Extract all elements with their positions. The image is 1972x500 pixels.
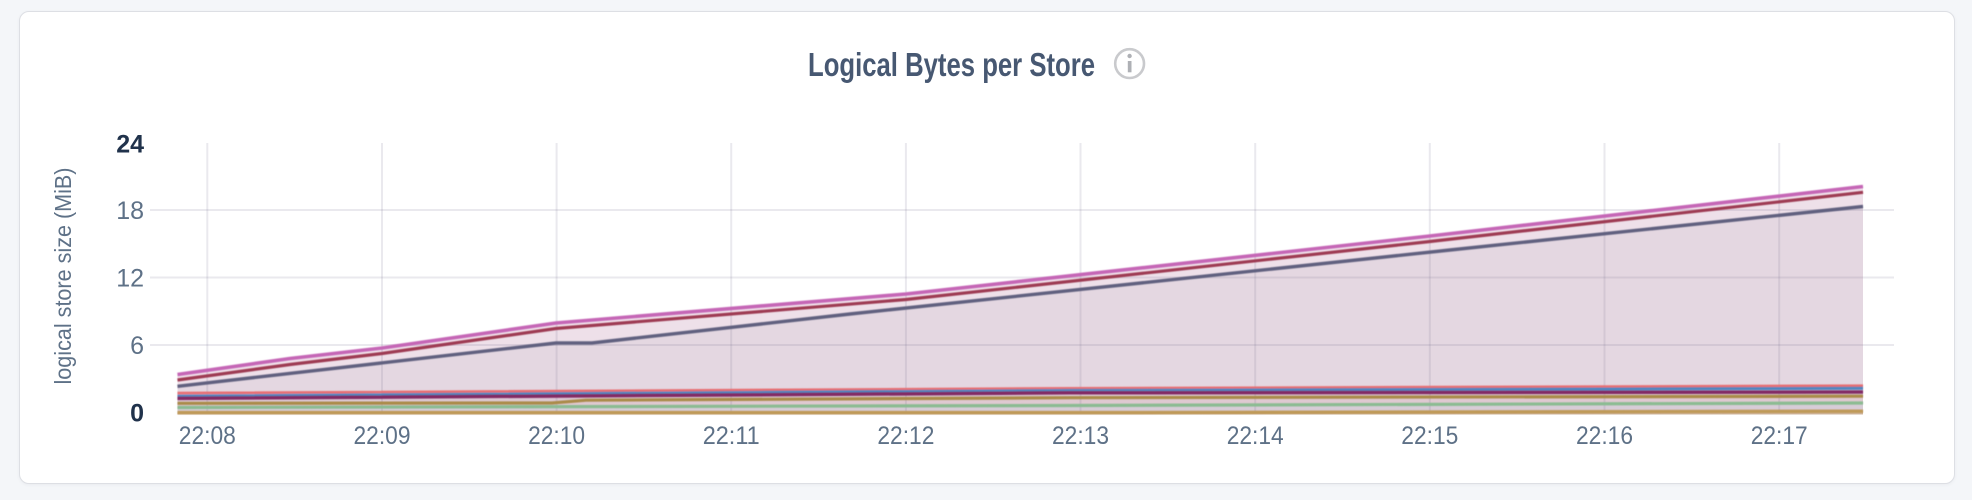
svg-text:0: 0 bbox=[130, 400, 144, 428]
svg-text:22:09: 22:09 bbox=[354, 422, 411, 450]
svg-text:22:13: 22:13 bbox=[1052, 422, 1109, 450]
svg-text:12: 12 bbox=[116, 265, 144, 293]
svg-text:22:14: 22:14 bbox=[1227, 422, 1284, 450]
svg-text:22:15: 22:15 bbox=[1401, 422, 1458, 450]
svg-text:logical store size (MiB): logical store size (MiB) bbox=[50, 168, 76, 385]
svg-text:22:08: 22:08 bbox=[179, 422, 236, 450]
svg-text:24: 24 bbox=[116, 130, 144, 158]
svg-text:22:11: 22:11 bbox=[703, 422, 760, 450]
svg-text:22:12: 22:12 bbox=[877, 422, 934, 450]
svg-text:Logical Bytes per Store: Logical Bytes per Store bbox=[808, 46, 1095, 83]
svg-text:22:16: 22:16 bbox=[1576, 422, 1633, 450]
svg-text:22:10: 22:10 bbox=[528, 422, 585, 450]
svg-text:22:17: 22:17 bbox=[1751, 422, 1808, 450]
svg-text:18: 18 bbox=[116, 197, 144, 225]
svg-text:6: 6 bbox=[130, 332, 144, 360]
